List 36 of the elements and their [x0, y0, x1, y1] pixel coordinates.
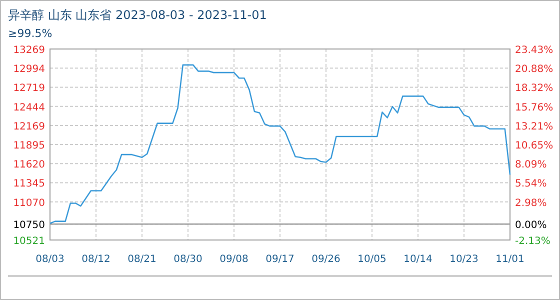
y-tick-label: 13269	[13, 45, 45, 56]
y2-tick-label: 20.88%	[515, 64, 554, 76]
y-tick-label: 12994	[13, 64, 45, 76]
chart-subtitle: ≥99.5%	[8, 27, 52, 40]
x-tick-label: 08/21	[128, 254, 156, 265]
x-tick-label: 10/23	[450, 254, 478, 265]
y-tick-label: 12719	[13, 83, 45, 94]
y2-tick-label: -2.13%	[515, 236, 550, 247]
x-tick-label: 09/08	[220, 254, 248, 265]
y2-tick-label: 18.32%	[515, 83, 554, 94]
y-tick-label: 12169	[13, 121, 45, 132]
x-tick-label: 10/05	[358, 254, 386, 265]
y2-tick-label: 13.21%	[515, 121, 554, 132]
x-tick-label: 09/17	[266, 254, 294, 265]
y-tick-label: 10750	[13, 220, 45, 232]
chart-title: 异辛醇 山东 山东省 2023-08-03 - 2023-11-01	[8, 8, 267, 22]
y-tick-label: 11070	[13, 198, 45, 209]
x-tick-label: 08/03	[36, 254, 64, 265]
y2-tick-label: 23.43%	[515, 45, 554, 56]
y2-tick-label: 0.00%	[515, 220, 547, 232]
y2-tick-label: 10.65%	[515, 140, 554, 152]
y-tick-label: 11345	[13, 178, 45, 190]
y-tick-label: 12444	[13, 102, 45, 114]
y2-tick-label: 8.09%	[515, 160, 547, 171]
x-tick-label: 08/12	[82, 254, 110, 265]
y-tick-label: 11895	[13, 140, 45, 152]
x-tick-label: 11/01	[496, 254, 524, 265]
y2-tick-label: 5.54%	[515, 178, 547, 190]
x-tick-label: 09/26	[312, 254, 340, 265]
x-tick-label: 08/30	[174, 254, 202, 265]
y-tick-label: 11620	[13, 160, 45, 171]
x-tick-label: 10/14	[404, 254, 432, 265]
y-tick-label: 10521	[13, 236, 45, 247]
y2-tick-label: 2.98%	[515, 198, 547, 209]
y2-tick-label: 15.76%	[515, 102, 554, 114]
line-series	[49, 64, 511, 224]
